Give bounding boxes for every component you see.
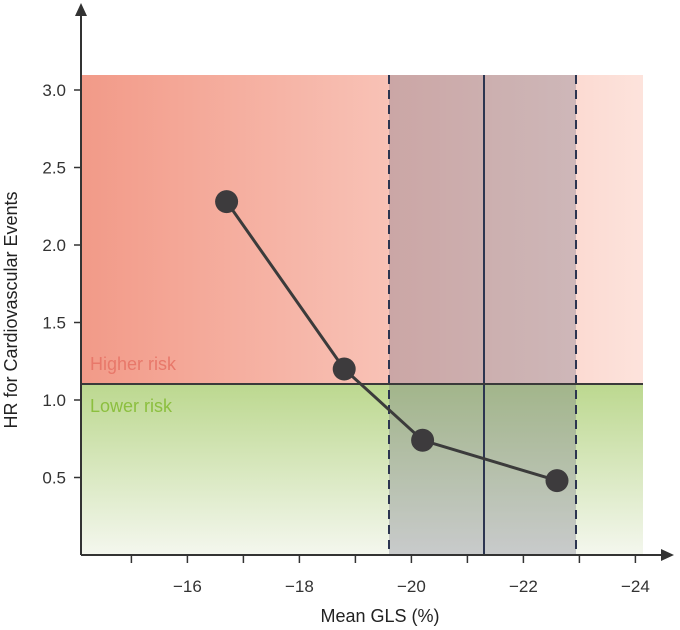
hr-series-line <box>225 200 558 483</box>
x-axis-ticks: −16 −18 −20 −22 −24 <box>130 555 650 596</box>
data-point <box>332 357 356 381</box>
data-point <box>411 428 435 452</box>
x-tick-label: −18 <box>285 577 314 596</box>
y-tick-label: 1.5 <box>42 314 66 333</box>
y-axis-arrowhead <box>75 3 87 16</box>
x-tick-label: −20 <box>397 577 426 596</box>
higher-risk-zone <box>81 75 643 384</box>
x-axis-title: Mean GLS (%) <box>320 606 439 626</box>
y-tick-label: 2.0 <box>42 236 66 255</box>
lower-risk-zone <box>81 384 643 555</box>
data-point <box>545 469 569 493</box>
x-tick-label: −24 <box>621 577 650 596</box>
lower-risk-label: Lower risk <box>90 396 173 416</box>
hr-series-points <box>215 190 569 493</box>
y-axis-title: HR for Cardiovascular Events <box>1 191 21 428</box>
y-tick-label: 2.5 <box>42 159 66 178</box>
y-tick-label: 0.5 <box>42 469 66 488</box>
x-axis-arrowhead <box>661 549 674 561</box>
higher-risk-label: Higher risk <box>90 354 177 374</box>
data-point <box>215 190 239 214</box>
y-tick-label: 1.0 <box>42 391 66 410</box>
y-axis-ticks: 0.5 1.0 1.5 2.0 2.5 3.0 <box>42 81 81 488</box>
x-tick-label: −16 <box>173 577 202 596</box>
y-tick-label: 3.0 <box>42 81 66 100</box>
x-tick-label: −22 <box>509 577 538 596</box>
normal-gls-band <box>389 75 576 555</box>
